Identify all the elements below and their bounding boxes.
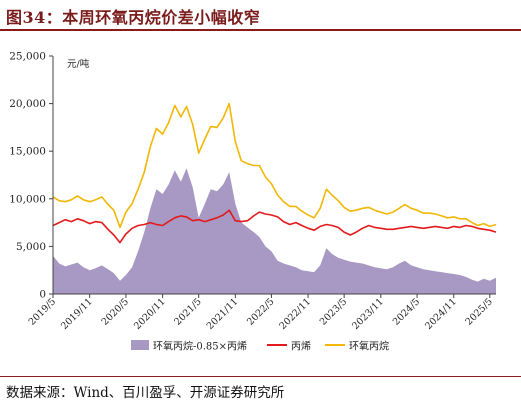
x-tick-label: 2023/11 xyxy=(350,296,386,332)
x-tick-label: 2023/5 xyxy=(318,296,349,327)
source-note: 数据来源：Wind、百川盈孚、开源证券研究所 xyxy=(6,385,285,401)
y-tick-label: 25,000 xyxy=(9,51,46,63)
y-tick-label: 0 xyxy=(39,289,46,301)
x-tick-label: 2020/5 xyxy=(100,296,131,327)
po-line xyxy=(52,102,497,229)
x-tick-label: 2022/5 xyxy=(245,296,276,327)
y-tick-label: 10,000 xyxy=(9,193,46,205)
title-divider xyxy=(0,29,521,31)
spread-area xyxy=(53,168,496,294)
x-tick-label: 2019/5 xyxy=(27,296,58,327)
legend-label: 环氧丙烷 xyxy=(349,340,389,353)
y-unit-label: 元/吨 xyxy=(67,58,90,70)
x-tick-label: 2021/5 xyxy=(172,296,203,327)
x-tick-label: 2024/5 xyxy=(391,296,422,327)
y-tick-label: 15,000 xyxy=(9,146,46,158)
x-tick-label: 2024/11 xyxy=(423,296,459,332)
x-tick-label: 2022/11 xyxy=(278,296,314,332)
x-tick-label: 2025/5 xyxy=(464,296,495,327)
figure-title: 图34：本周环氧丙烷价差小幅收窄 xyxy=(6,8,261,27)
x-tick-label: 2021/11 xyxy=(205,296,241,332)
legend-swatch-spread xyxy=(131,340,149,350)
footer-divider xyxy=(0,376,521,377)
y-tick-label: 20,000 xyxy=(9,98,46,110)
x-tick-label: 2019/11 xyxy=(59,296,95,332)
legend-label: 环氧丙烷-0.85×丙烯 xyxy=(153,340,247,353)
plot-area xyxy=(53,56,496,294)
x-tick-label: 2020/11 xyxy=(132,296,168,332)
propylene-line xyxy=(52,209,497,244)
legend-label: 丙烯 xyxy=(291,340,311,353)
y-tick-label: 5,000 xyxy=(16,241,46,253)
